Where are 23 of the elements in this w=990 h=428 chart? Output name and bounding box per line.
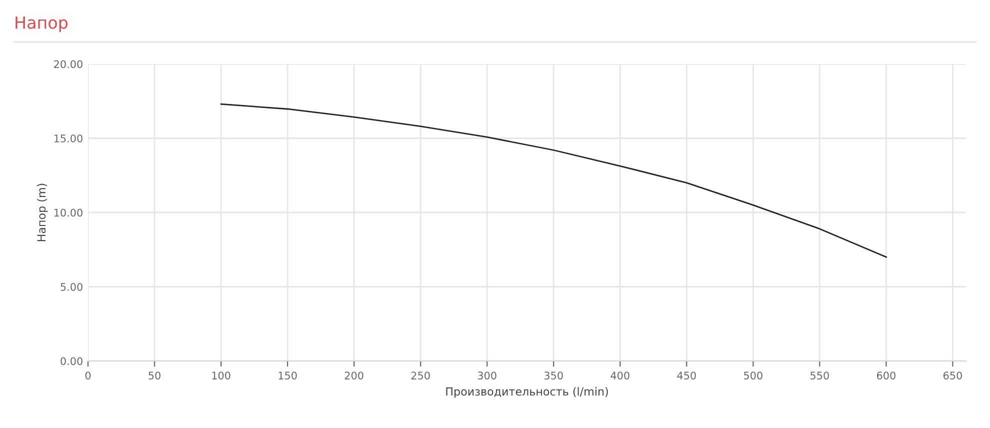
y-axis-title: Напор (m) [37,184,48,242]
x-tick-label: 500 [744,372,762,380]
y-tick-label: 10.00 [54,208,82,217]
x-axis-title: Производительность (l/min) [446,387,608,398]
x-tick-label: 350 [544,372,563,380]
y-tick-label: 15.00 [54,134,82,142]
x-tick-label: 400 [610,372,630,380]
x-tick-label: 150 [278,372,297,380]
x-tick-label: 250 [411,372,430,380]
line-series [220,103,887,258]
y-tick-label: 0.00 [60,357,82,366]
chart-title: Напор [16,16,68,32]
x-tick-label: 300 [478,372,496,380]
x-tick-label: 600 [876,372,896,380]
x-tick-label: 200 [344,372,364,380]
x-tick-label: 0 [85,372,91,380]
x-tick-label: 650 [943,372,962,380]
x-tick-label: 100 [212,372,230,380]
x-tick-label: 450 [677,372,696,380]
y-tick-label: 20.00 [54,60,82,68]
y-tick-label: 5.00 [60,282,82,291]
x-tick-label: 50 [148,372,160,380]
x-tick-label: 550 [810,372,829,380]
